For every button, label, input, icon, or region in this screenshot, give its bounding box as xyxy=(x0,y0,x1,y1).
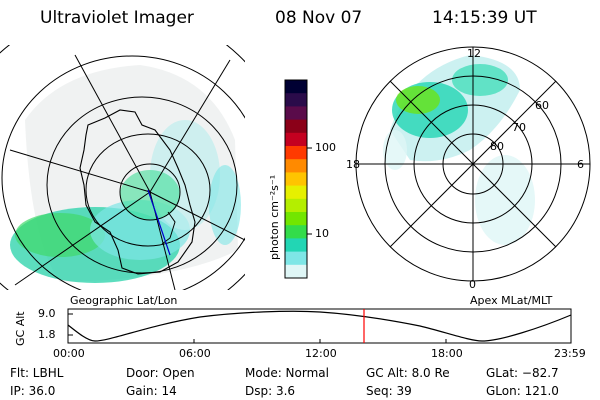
colorbar-cell xyxy=(285,264,307,279)
aurora-emission-blob xyxy=(209,165,241,245)
timeline-xtick: 12:00 xyxy=(305,347,337,360)
colorbar-cell xyxy=(285,225,307,239)
status-gain: Gain: 14 xyxy=(126,384,177,398)
mlt-label-0: 0 xyxy=(469,278,476,291)
colorbar-frame xyxy=(284,79,308,279)
colorbar-cell xyxy=(285,93,307,107)
aurora-emission-blob xyxy=(452,64,508,96)
status-dsp: Dsp: 3.6 xyxy=(245,384,296,398)
colorbar-cell xyxy=(285,80,307,94)
colorbar-cell xyxy=(285,159,307,173)
colorbar-cell xyxy=(285,198,307,213)
timeline-xtick: 00:00 xyxy=(53,347,85,360)
mlat-grid xyxy=(355,46,591,282)
colorbar-tick-label-100: 100 xyxy=(315,141,336,154)
status-mode: Mode: Normal xyxy=(245,366,329,380)
colorbar-cell xyxy=(285,119,307,134)
latitude-circles xyxy=(0,45,245,290)
mlat-label-60: 60 xyxy=(535,99,549,112)
geographic-map xyxy=(0,45,245,290)
aurora-emission-blob xyxy=(396,86,440,114)
colorbar-cell xyxy=(285,132,307,147)
colorbar-cell xyxy=(285,212,307,226)
status-ip: IP: 36.0 xyxy=(10,384,56,398)
mlat-label-70: 70 xyxy=(512,121,526,134)
sun-direction-line xyxy=(147,189,171,256)
status-glon: GLon: 121.0 xyxy=(486,384,559,398)
timeline-ytick-9: 9.0 xyxy=(38,307,56,320)
timeline-ytick-1-8: 1.8 xyxy=(38,328,56,341)
altitude-timeline xyxy=(67,308,572,344)
timeline-frame xyxy=(67,308,572,344)
coastline xyxy=(79,109,196,275)
timeline-y-label: GC Alt xyxy=(14,311,27,346)
mlt-label-12: 12 xyxy=(467,47,481,60)
timeline-ticks xyxy=(67,313,572,343)
status-gc-alt: GC Alt: 8.0 Re xyxy=(366,366,450,380)
colorbar-cell xyxy=(285,185,307,200)
status-door: Door: Open xyxy=(126,366,195,380)
status-seq: Seq: 39 xyxy=(366,384,412,398)
colorbar-unit-label: photon cm⁻²s⁻¹ xyxy=(268,174,281,260)
colorbar-cells xyxy=(285,80,307,279)
aurora-emission-blob xyxy=(15,213,105,257)
colorbar-cell xyxy=(285,146,307,160)
right-panel-caption: Apex MLat/MLT xyxy=(470,294,553,307)
colorbar-tick-label-10: 10 xyxy=(315,227,329,240)
colorbar-cell xyxy=(285,251,307,266)
status-filter: Flt: LBHL xyxy=(10,366,64,380)
timeline-xtick: 18:00 xyxy=(431,347,463,360)
coastline-detail xyxy=(161,211,176,245)
timeline-xtick: 06:00 xyxy=(179,347,211,360)
colorbar xyxy=(284,79,312,279)
colorbar-cell xyxy=(285,172,307,187)
instrument-title: Ultraviolet Imager xyxy=(40,8,194,28)
timeline-xtick: 23:59 xyxy=(554,347,586,360)
colorbar-cell xyxy=(285,238,307,253)
date-label: 08 Nov 07 xyxy=(275,8,363,28)
mlat-label-80: 80 xyxy=(490,140,504,153)
aurora-emission-blob xyxy=(475,155,535,245)
mlt-label-6: 6 xyxy=(577,158,584,171)
time-label: 14:15:39 UT xyxy=(432,8,537,28)
left-panel-caption: Geographic Lat/Lon xyxy=(70,294,178,307)
altitude-curve xyxy=(67,310,572,342)
status-glat: GLat: −82.7 xyxy=(486,366,559,380)
mlt-line-diag xyxy=(389,80,557,248)
aurora-emission-blob xyxy=(383,130,407,170)
colorbar-cell xyxy=(285,106,307,121)
mlt-label-18: 18 xyxy=(346,158,360,171)
